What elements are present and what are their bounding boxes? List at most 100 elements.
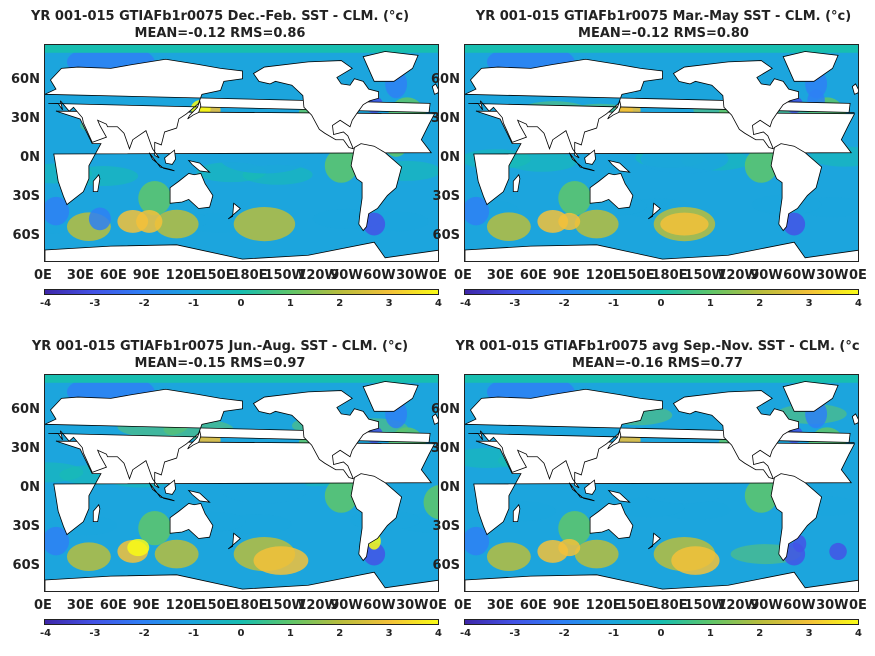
land-mass	[187, 489, 211, 503]
lon-label: 90W	[330, 268, 363, 283]
land-mass	[164, 479, 176, 495]
lat-label: 0N	[20, 480, 40, 496]
lon-label: 120E	[165, 268, 202, 283]
arctic-band	[465, 45, 858, 53]
colorbar-tick-label: 1	[286, 628, 294, 639]
anomaly-patch	[671, 546, 720, 575]
colorbar-tick-label: -4	[460, 298, 472, 309]
colorbar-tick-label: 2	[756, 298, 764, 309]
map-canvas	[465, 375, 858, 591]
lat-label: 60N	[11, 402, 40, 418]
panel-stats: MEAN=-0.12 RMS=0.86	[134, 26, 306, 41]
land-mass	[770, 473, 823, 562]
lon-label: 60W	[783, 598, 816, 613]
lon-label: 0E	[454, 268, 472, 283]
colorbar-tick-label: 2	[336, 298, 344, 309]
land-mass	[589, 503, 634, 539]
arctic-band	[465, 375, 858, 383]
lon-label: 180E	[231, 268, 268, 283]
anomaly-patch	[324, 478, 358, 513]
anomaly-patch	[154, 539, 199, 569]
land-mass	[584, 149, 596, 165]
lon-label: 60E	[99, 598, 127, 613]
anomaly-patch	[465, 526, 490, 556]
colorbar-tick-label: -2	[558, 628, 570, 639]
anomaly-patch	[136, 210, 163, 233]
anomaly-patch	[66, 542, 111, 571]
land-mass	[465, 571, 858, 591]
lon-label: 150W	[684, 598, 726, 613]
colorbar-tick-label: -1	[608, 298, 620, 309]
lat-label: 0N	[440, 480, 460, 496]
land-mass	[568, 482, 595, 502]
lon-label: 30W	[816, 598, 849, 613]
colorbar-tick-label: 2	[756, 628, 764, 639]
lon-label: 90W	[330, 598, 363, 613]
lat-label: 30S	[12, 189, 40, 205]
colorbar-tick-label: 3	[805, 628, 813, 639]
colorbar	[44, 289, 439, 295]
panel-stats: MEAN=-0.12 RMS=0.80	[578, 26, 749, 41]
lat-label: 30N	[11, 111, 40, 127]
land-mass	[45, 388, 435, 489]
colorbar	[464, 619, 859, 625]
land-mass	[362, 51, 419, 82]
colorbar-tick-label: 0	[657, 628, 665, 639]
anomaly-patch	[154, 209, 199, 239]
sst-map-son	[464, 374, 859, 592]
colorbar	[44, 619, 439, 625]
colorbar-tick-label: 1	[286, 298, 294, 309]
lon-label: 0E	[849, 598, 867, 613]
lon-label: 120W	[297, 268, 339, 283]
lon-label: 120E	[165, 598, 202, 613]
land-mass	[851, 83, 858, 95]
panel-stats: MEAN=-0.16 RMS=0.77	[572, 356, 743, 371]
lon-label: 120E	[585, 268, 622, 283]
colorbar-tick-label: -3	[89, 628, 101, 639]
land-mass	[431, 83, 438, 95]
land-mass	[45, 58, 435, 159]
colorbar-tick-label: -4	[40, 298, 52, 309]
anomaly-patch	[233, 206, 296, 242]
colorbar-tick-label: 4	[855, 298, 862, 309]
colorbar-tick-label: -4	[460, 628, 472, 639]
land-mass	[92, 173, 101, 193]
arctic-band	[45, 375, 438, 383]
anomaly-patch	[558, 180, 592, 216]
colorbar-tick-label: -3	[509, 628, 521, 639]
anomaly-patch	[574, 209, 619, 239]
land-mass	[607, 159, 631, 173]
land-mass	[647, 202, 661, 220]
lon-label: 0E	[34, 268, 52, 283]
lat-label: 60S	[12, 228, 40, 244]
colorbar-tick-label: -1	[188, 298, 200, 309]
lat-label: 60S	[432, 558, 460, 574]
map-canvas	[45, 45, 438, 261]
land-mass	[568, 152, 595, 172]
lat-label: 0N	[440, 150, 460, 166]
land-mass	[465, 58, 855, 159]
anomaly-patch	[127, 539, 150, 557]
anomaly-patch	[486, 212, 531, 241]
anomaly-patch	[45, 196, 70, 226]
colorbar-tick-label: -3	[509, 298, 521, 309]
lon-label: 0E	[429, 268, 447, 283]
colorbar-tick-label: 1	[706, 298, 714, 309]
land-mass	[92, 503, 101, 523]
colorbar-tick-label: -4	[40, 628, 52, 639]
lon-label: 0E	[429, 598, 447, 613]
sst-map-mam	[464, 44, 859, 262]
anomaly-patch	[829, 542, 847, 561]
lat-label: 30N	[431, 441, 460, 457]
land-mass	[589, 173, 634, 209]
lon-label: 0E	[34, 598, 52, 613]
lon-label: 30E	[66, 598, 94, 613]
anomaly-patch	[660, 212, 709, 236]
lon-label: 90W	[750, 598, 783, 613]
panel-title: YR 001-015 GTIAFb1r0075 avg Sep.-Nov. SS…	[455, 339, 860, 354]
lon-label: 30E	[486, 268, 514, 283]
colorbar	[464, 289, 859, 295]
lon-label: 30W	[396, 268, 429, 283]
anomaly-patch	[783, 212, 806, 236]
lon-label: 150E	[618, 268, 655, 283]
